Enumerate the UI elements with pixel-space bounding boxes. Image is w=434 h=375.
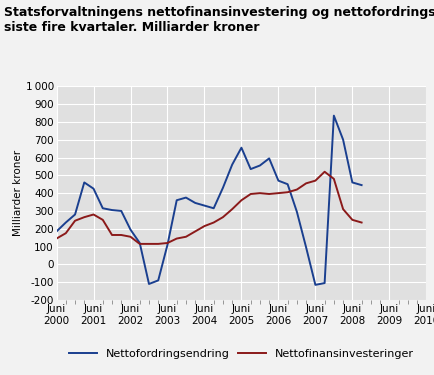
Nettofordringsendring: [155, 278, 161, 283]
Nettofordringsendring: [220, 186, 225, 190]
Nettofordringsendring: [312, 283, 317, 287]
Nettofinansinvesteringer: [303, 181, 308, 186]
Nettofinansinvesteringer: [220, 215, 225, 219]
Nettofinansinvesteringer: [91, 212, 96, 217]
Y-axis label: Milliarder kroner: Milliarder kroner: [13, 150, 23, 236]
Nettofinansinvesteringer: [109, 233, 115, 237]
Nettofordringsendring: [91, 186, 96, 191]
Nettofinansinvesteringer: [266, 192, 271, 196]
Nettofordringsendring: [349, 180, 354, 185]
Nettofordringsendring: [340, 138, 345, 142]
Nettofordringsendring: [247, 167, 253, 171]
Nettofordringsendring: [174, 198, 179, 202]
Nettofordringsendring: [183, 195, 188, 200]
Nettofordringsendring: [128, 227, 133, 232]
Nettofordringsendring: [358, 183, 363, 188]
Nettofordringsendring: [321, 281, 326, 285]
Nettofordringsendring: [118, 209, 124, 213]
Nettofordringsendring: [137, 241, 142, 245]
Nettofinansinvesteringer: [164, 241, 170, 245]
Nettofinansinvesteringer: [257, 191, 262, 195]
Nettofinansinvesteringer: [210, 220, 216, 225]
Nettofinansinvesteringer: [331, 177, 336, 181]
Legend: Nettofordringsendring, Nettofinansinvesteringer: Nettofordringsendring, Nettofinansinvest…: [69, 348, 413, 359]
Nettofordringsendring: [266, 156, 271, 160]
Nettofinansinvesteringer: [146, 242, 151, 246]
Nettofinansinvesteringer: [54, 236, 59, 241]
Nettofinansinvesteringer: [183, 234, 188, 239]
Nettofordringsendring: [257, 163, 262, 168]
Nettofinansinvesteringer: [229, 207, 234, 212]
Nettofinansinvesteringer: [284, 190, 289, 195]
Nettofordringsendring: [100, 206, 105, 210]
Nettofinansinvesteringer: [247, 192, 253, 196]
Nettofinansinvesteringer: [275, 191, 280, 195]
Nettofinansinvesteringer: [201, 224, 207, 228]
Nettofordringsendring: [284, 182, 289, 186]
Nettofinansinvesteringer: [63, 231, 68, 236]
Nettofinansinvesteringer: [321, 170, 326, 174]
Nettofordringsendring: [72, 212, 78, 217]
Line: Nettofordringsendring: Nettofordringsendring: [56, 116, 361, 285]
Nettofinansinvesteringer: [82, 215, 87, 219]
Nettofordringsendring: [54, 229, 59, 234]
Nettofordringsendring: [201, 203, 207, 208]
Nettofordringsendring: [275, 178, 280, 183]
Nettofinansinvesteringer: [312, 178, 317, 183]
Nettofinansinvesteringer: [155, 242, 161, 246]
Nettofordringsendring: [303, 245, 308, 250]
Nettofordringsendring: [109, 208, 115, 212]
Nettofordringsendring: [210, 206, 216, 210]
Nettofordringsendring: [63, 220, 68, 225]
Nettofinansinvesteringer: [192, 229, 197, 234]
Nettofordringsendring: [164, 243, 170, 247]
Nettofordringsendring: [229, 162, 234, 167]
Nettofinansinvesteringer: [72, 219, 78, 223]
Nettofinansinvesteringer: [137, 242, 142, 246]
Nettofinansinvesteringer: [349, 217, 354, 222]
Nettofinansinvesteringer: [238, 198, 243, 202]
Nettofordringsendring: [192, 201, 197, 205]
Nettofordringsendring: [82, 180, 87, 185]
Nettofinansinvesteringer: [128, 234, 133, 239]
Nettofinansinvesteringer: [100, 217, 105, 222]
Nettofordringsendring: [238, 146, 243, 150]
Text: Statsforvaltningens nettofinansinvestering og nettofordringsendring
siste fire k: Statsforvaltningens nettofinansinvesteri…: [4, 6, 434, 34]
Nettofinansinvesteringer: [358, 220, 363, 225]
Nettofordringsendring: [331, 113, 336, 118]
Nettofinansinvesteringer: [340, 207, 345, 212]
Nettofinansinvesteringer: [174, 236, 179, 241]
Nettofinansinvesteringer: [294, 188, 299, 192]
Nettofordringsendring: [146, 282, 151, 286]
Line: Nettofinansinvesteringer: Nettofinansinvesteringer: [56, 172, 361, 244]
Nettofordringsendring: [294, 210, 299, 214]
Nettofinansinvesteringer: [118, 233, 124, 237]
